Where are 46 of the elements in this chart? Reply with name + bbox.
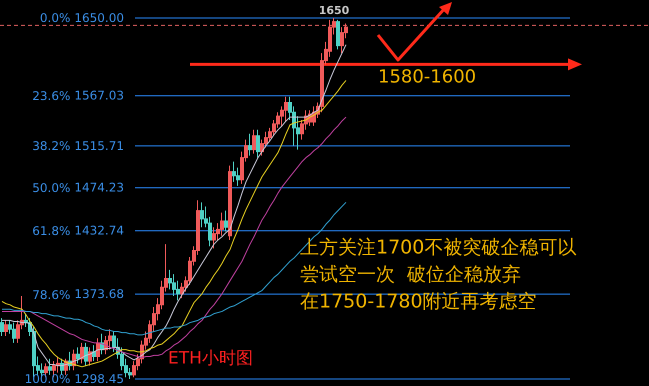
candlestick [96, 338, 100, 362]
annotation: 上方关注1700不被突破企稳可以 [300, 236, 576, 258]
candlestick [284, 96, 288, 122]
candlestick [340, 26, 344, 54]
candlestick [88, 346, 92, 366]
candlestick [56, 356, 60, 374]
candlestick [200, 202, 204, 228]
annotation: 78.6% [32, 288, 70, 302]
candlestick [248, 133, 252, 156]
candlestick [172, 274, 176, 296]
y-tick-label: 1515.71 [74, 138, 124, 153]
annotation: 61.8% [32, 224, 70, 238]
candlestick [108, 328, 112, 350]
candlestick [92, 344, 96, 362]
y-tick-label: 1432.74 [74, 224, 124, 238]
candlestick [336, 19, 340, 50]
candlestick [48, 358, 52, 376]
annotation: 1650 [318, 4, 350, 17]
candlestick [84, 342, 88, 366]
y-tick-label: 1567.03 [74, 88, 124, 103]
annotation: 38.2% [32, 139, 70, 153]
annotation: 尝试空一次 破位企稳放弃 [300, 264, 522, 286]
candlestick [220, 212, 224, 236]
candlestick [212, 226, 216, 249]
candlestick [232, 161, 236, 182]
y-tick-label: 1650.00 [74, 11, 124, 25]
annotation: 0.0% [40, 11, 70, 25]
candlestick [228, 165, 232, 240]
candlestick [12, 322, 16, 344]
annotation: 50.0% [32, 181, 70, 195]
annotation: 23.6% [32, 89, 70, 103]
candlestick [80, 342, 84, 364]
y-tick-label: 1373.68 [74, 287, 124, 302]
candlestick [60, 358, 64, 376]
candlestick [256, 129, 260, 158]
text: 1580-1600 [378, 66, 476, 88]
candlestick [4, 320, 8, 337]
candlestick [252, 129, 256, 154]
annotation: 100.0% [24, 372, 70, 386]
y-tick-label: 1474.23 [74, 180, 124, 195]
candlestick [224, 210, 228, 232]
annotation: 在1750-1780附近再考虑空 [300, 290, 537, 312]
annotation: ETH小时图 [168, 348, 253, 368]
candlestick [76, 346, 80, 364]
candlestick [0, 318, 4, 337]
y-tick-label: 1298.45 [74, 372, 124, 386]
